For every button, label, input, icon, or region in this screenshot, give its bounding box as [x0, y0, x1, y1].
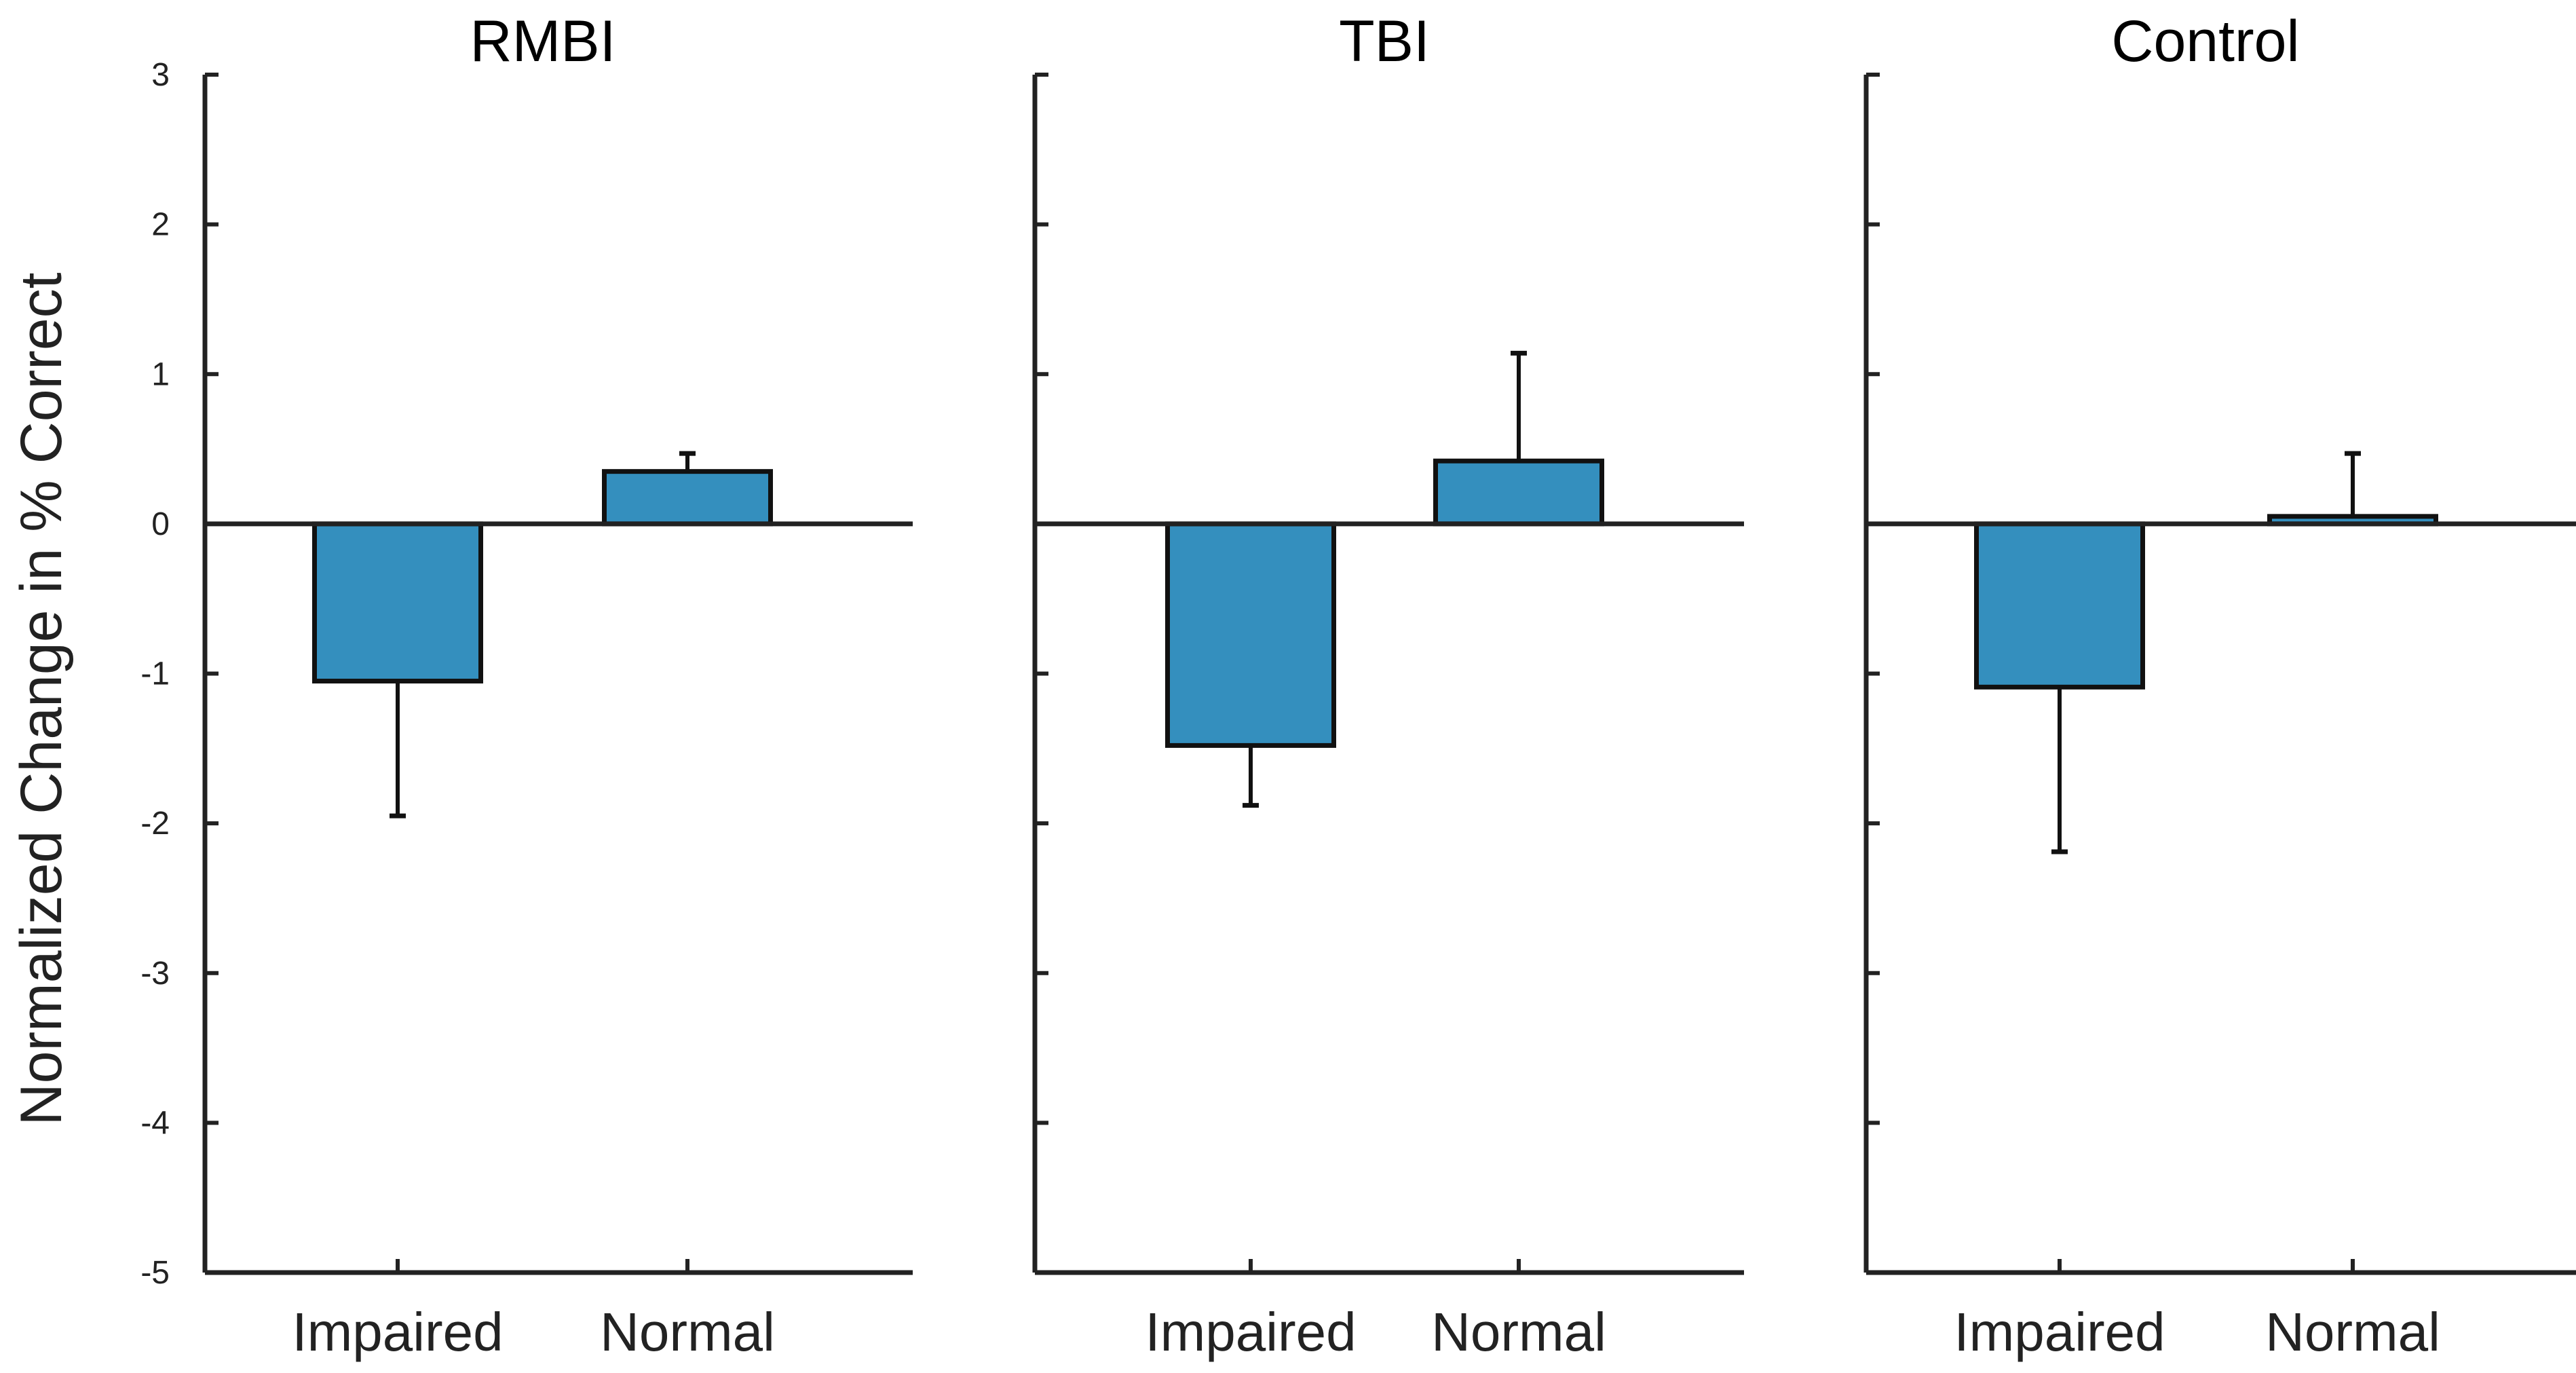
panel-tbi: TBI Impaired Normal — [1032, 9, 1744, 1362]
panel-control: Control Impaired Normal — [1863, 9, 2576, 1362]
bar-impaired — [1165, 521, 1336, 748]
category-label: Impaired — [1954, 1302, 2165, 1362]
y-tick-label: 1 — [151, 356, 170, 392]
y-tick-label: -1 — [140, 656, 170, 692]
y-axis-label: Normalized Change in % Correct — [9, 272, 74, 1125]
category-label: Impaired — [1145, 1302, 1356, 1362]
bar-normal — [1433, 458, 1604, 527]
y-tick-label: -5 — [140, 1255, 170, 1291]
y-tick-label: 0 — [151, 506, 170, 542]
y-tick-label: -3 — [140, 956, 170, 992]
category-label: Normal — [2265, 1302, 2440, 1362]
category-label: Normal — [1431, 1302, 1606, 1362]
panel-title: Control — [2111, 9, 2299, 74]
category-label: Normal — [600, 1302, 775, 1362]
bar-impaired — [1974, 521, 2145, 690]
y-tick-label: 3 — [151, 57, 170, 93]
panel-title: TBI — [1339, 9, 1430, 74]
bar-impaired — [312, 521, 483, 684]
y-tick-label: -4 — [140, 1105, 170, 1141]
panel-rmbi: RMBI 3 2 1 0 -1 -2 -3 -4 -5 Impaired Normal — [140, 9, 913, 1362]
y-tick-label: -2 — [140, 806, 170, 842]
bar-normal — [602, 469, 773, 527]
y-tick-label: 2 — [151, 207, 170, 243]
category-label: Impaired — [292, 1302, 503, 1362]
panel-title: RMBI — [470, 9, 616, 74]
